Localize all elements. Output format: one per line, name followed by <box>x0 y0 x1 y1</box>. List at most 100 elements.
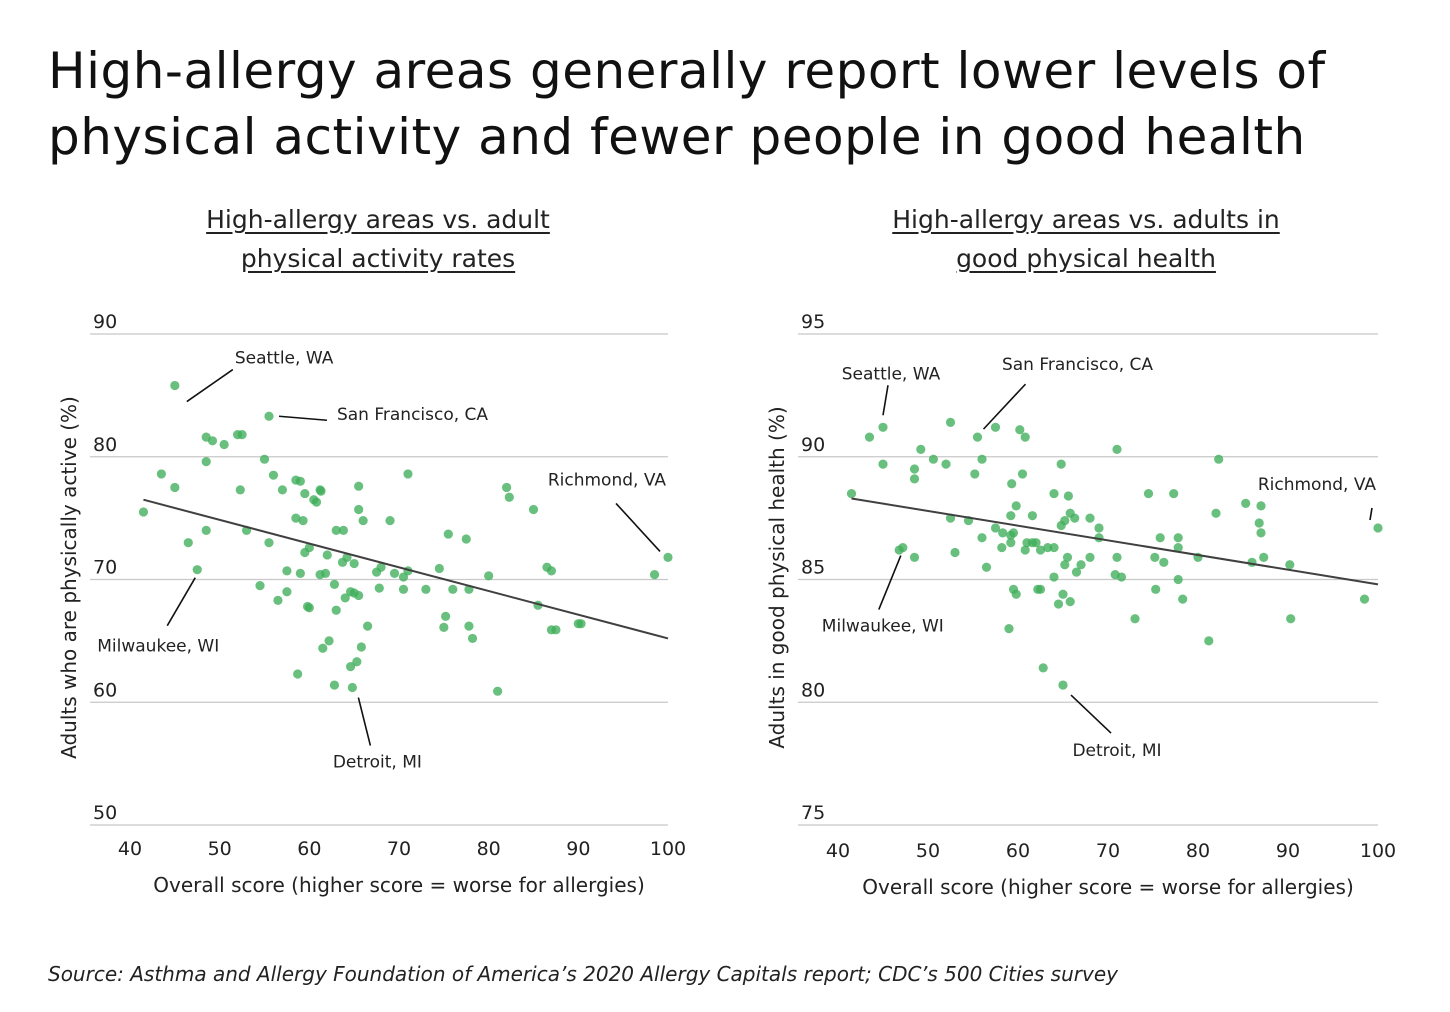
x-tick-label: 80 <box>477 838 501 860</box>
data-point <box>302 601 313 612</box>
data-point <box>156 469 166 479</box>
data-point <box>1049 572 1059 582</box>
data-point <box>502 482 512 493</box>
data-point <box>329 680 340 690</box>
data-point <box>264 538 274 548</box>
data-point <box>1173 542 1183 553</box>
data-point <box>183 538 193 548</box>
data-point <box>374 583 384 593</box>
data-point <box>997 542 1007 553</box>
annotation-leader <box>166 577 196 627</box>
chart-title-line1: High-allergy areas vs. adults in <box>892 205 1280 234</box>
data-point <box>551 625 561 635</box>
data-point <box>1011 589 1021 599</box>
data-point <box>1173 533 1183 543</box>
data-point <box>403 469 413 479</box>
annotation-leader <box>882 385 889 416</box>
data-point <box>259 454 270 464</box>
y-axis-label: Adults who are physically active (%) <box>60 396 81 759</box>
data-point <box>909 474 920 484</box>
data-point <box>1150 552 1160 563</box>
y-tick-label: 75 <box>801 802 825 824</box>
data-point <box>1256 501 1266 511</box>
x-tick-label: 90 <box>1276 840 1300 862</box>
annotation-leader <box>615 502 661 552</box>
data-point <box>504 492 514 502</box>
data-point <box>138 507 149 517</box>
data-point <box>255 581 265 591</box>
data-point <box>282 587 292 597</box>
data-point <box>1017 469 1028 479</box>
data-point <box>649 569 660 580</box>
x-tick-label: 40 <box>826 840 850 862</box>
y-tick-label: 50 <box>93 802 117 824</box>
data-point <box>1015 425 1025 435</box>
data-point <box>354 504 364 515</box>
data-point <box>998 528 1008 538</box>
data-point <box>354 590 364 601</box>
y-tick-label: 90 <box>93 311 117 333</box>
data-point <box>977 533 987 543</box>
y-tick-label: 95 <box>801 311 825 333</box>
annotation-leader <box>878 555 902 610</box>
annotation-label: Seattle, WA <box>235 349 334 369</box>
data-point <box>576 619 586 629</box>
data-point <box>1004 624 1014 634</box>
data-point <box>354 481 364 491</box>
source-note: Source: Asthma and Allergy Foundation of… <box>48 962 1118 986</box>
data-point <box>977 454 987 464</box>
data-point <box>1070 513 1080 523</box>
data-point <box>663 552 673 563</box>
data-point <box>928 454 938 464</box>
chart-title-line2: physical activity rates <box>240 244 516 273</box>
trend-line <box>851 497 1379 586</box>
x-tick-label: 80 <box>1186 840 1210 862</box>
x-axis-label: Overall score (higher score = worse for … <box>153 873 645 897</box>
data-point <box>1116 572 1127 582</box>
data-point <box>170 380 180 391</box>
data-point <box>1143 488 1154 499</box>
data-point <box>300 488 310 499</box>
data-point <box>329 579 340 590</box>
data-point <box>941 459 951 469</box>
data-point <box>909 552 920 563</box>
x-tick-label: 100 <box>650 838 686 860</box>
data-point <box>1076 560 1086 570</box>
data-point <box>1058 680 1068 690</box>
data-point <box>331 525 341 535</box>
annotation-leader <box>982 383 1027 430</box>
data-point <box>311 497 322 507</box>
data-point <box>1020 432 1030 442</box>
data-point <box>972 432 983 442</box>
x-tick-label: 70 <box>387 838 411 860</box>
annotation-label: Detroit, MI <box>333 753 422 773</box>
x-tick-label: 50 <box>916 840 940 862</box>
data-point <box>207 436 218 446</box>
annotation-label: Milwaukee, WI <box>822 617 944 637</box>
data-point <box>316 486 326 496</box>
data-point <box>1053 599 1064 609</box>
data-point <box>448 584 458 594</box>
data-point <box>347 682 357 693</box>
data-point <box>894 545 904 555</box>
data-point <box>970 469 980 479</box>
y-tick-label: 85 <box>801 557 825 579</box>
data-point <box>358 515 368 526</box>
chart-title: High-allergy areas vs. adults in good ph… <box>766 200 1406 278</box>
data-point <box>298 515 308 526</box>
annotation-label: San Francisco, CA <box>1002 355 1153 375</box>
data-point <box>1027 511 1037 521</box>
data-point <box>345 662 356 672</box>
trend-line <box>143 498 669 640</box>
data-point <box>1060 515 1070 526</box>
annotation-leader <box>357 697 372 746</box>
data-point <box>1071 567 1082 577</box>
data-point <box>1060 560 1070 570</box>
data-point <box>1211 508 1221 518</box>
annotation-leader <box>1369 507 1373 521</box>
data-point <box>981 562 992 572</box>
data-point <box>846 488 857 499</box>
y-tick-label: 60 <box>93 679 117 701</box>
data-point <box>363 621 373 631</box>
